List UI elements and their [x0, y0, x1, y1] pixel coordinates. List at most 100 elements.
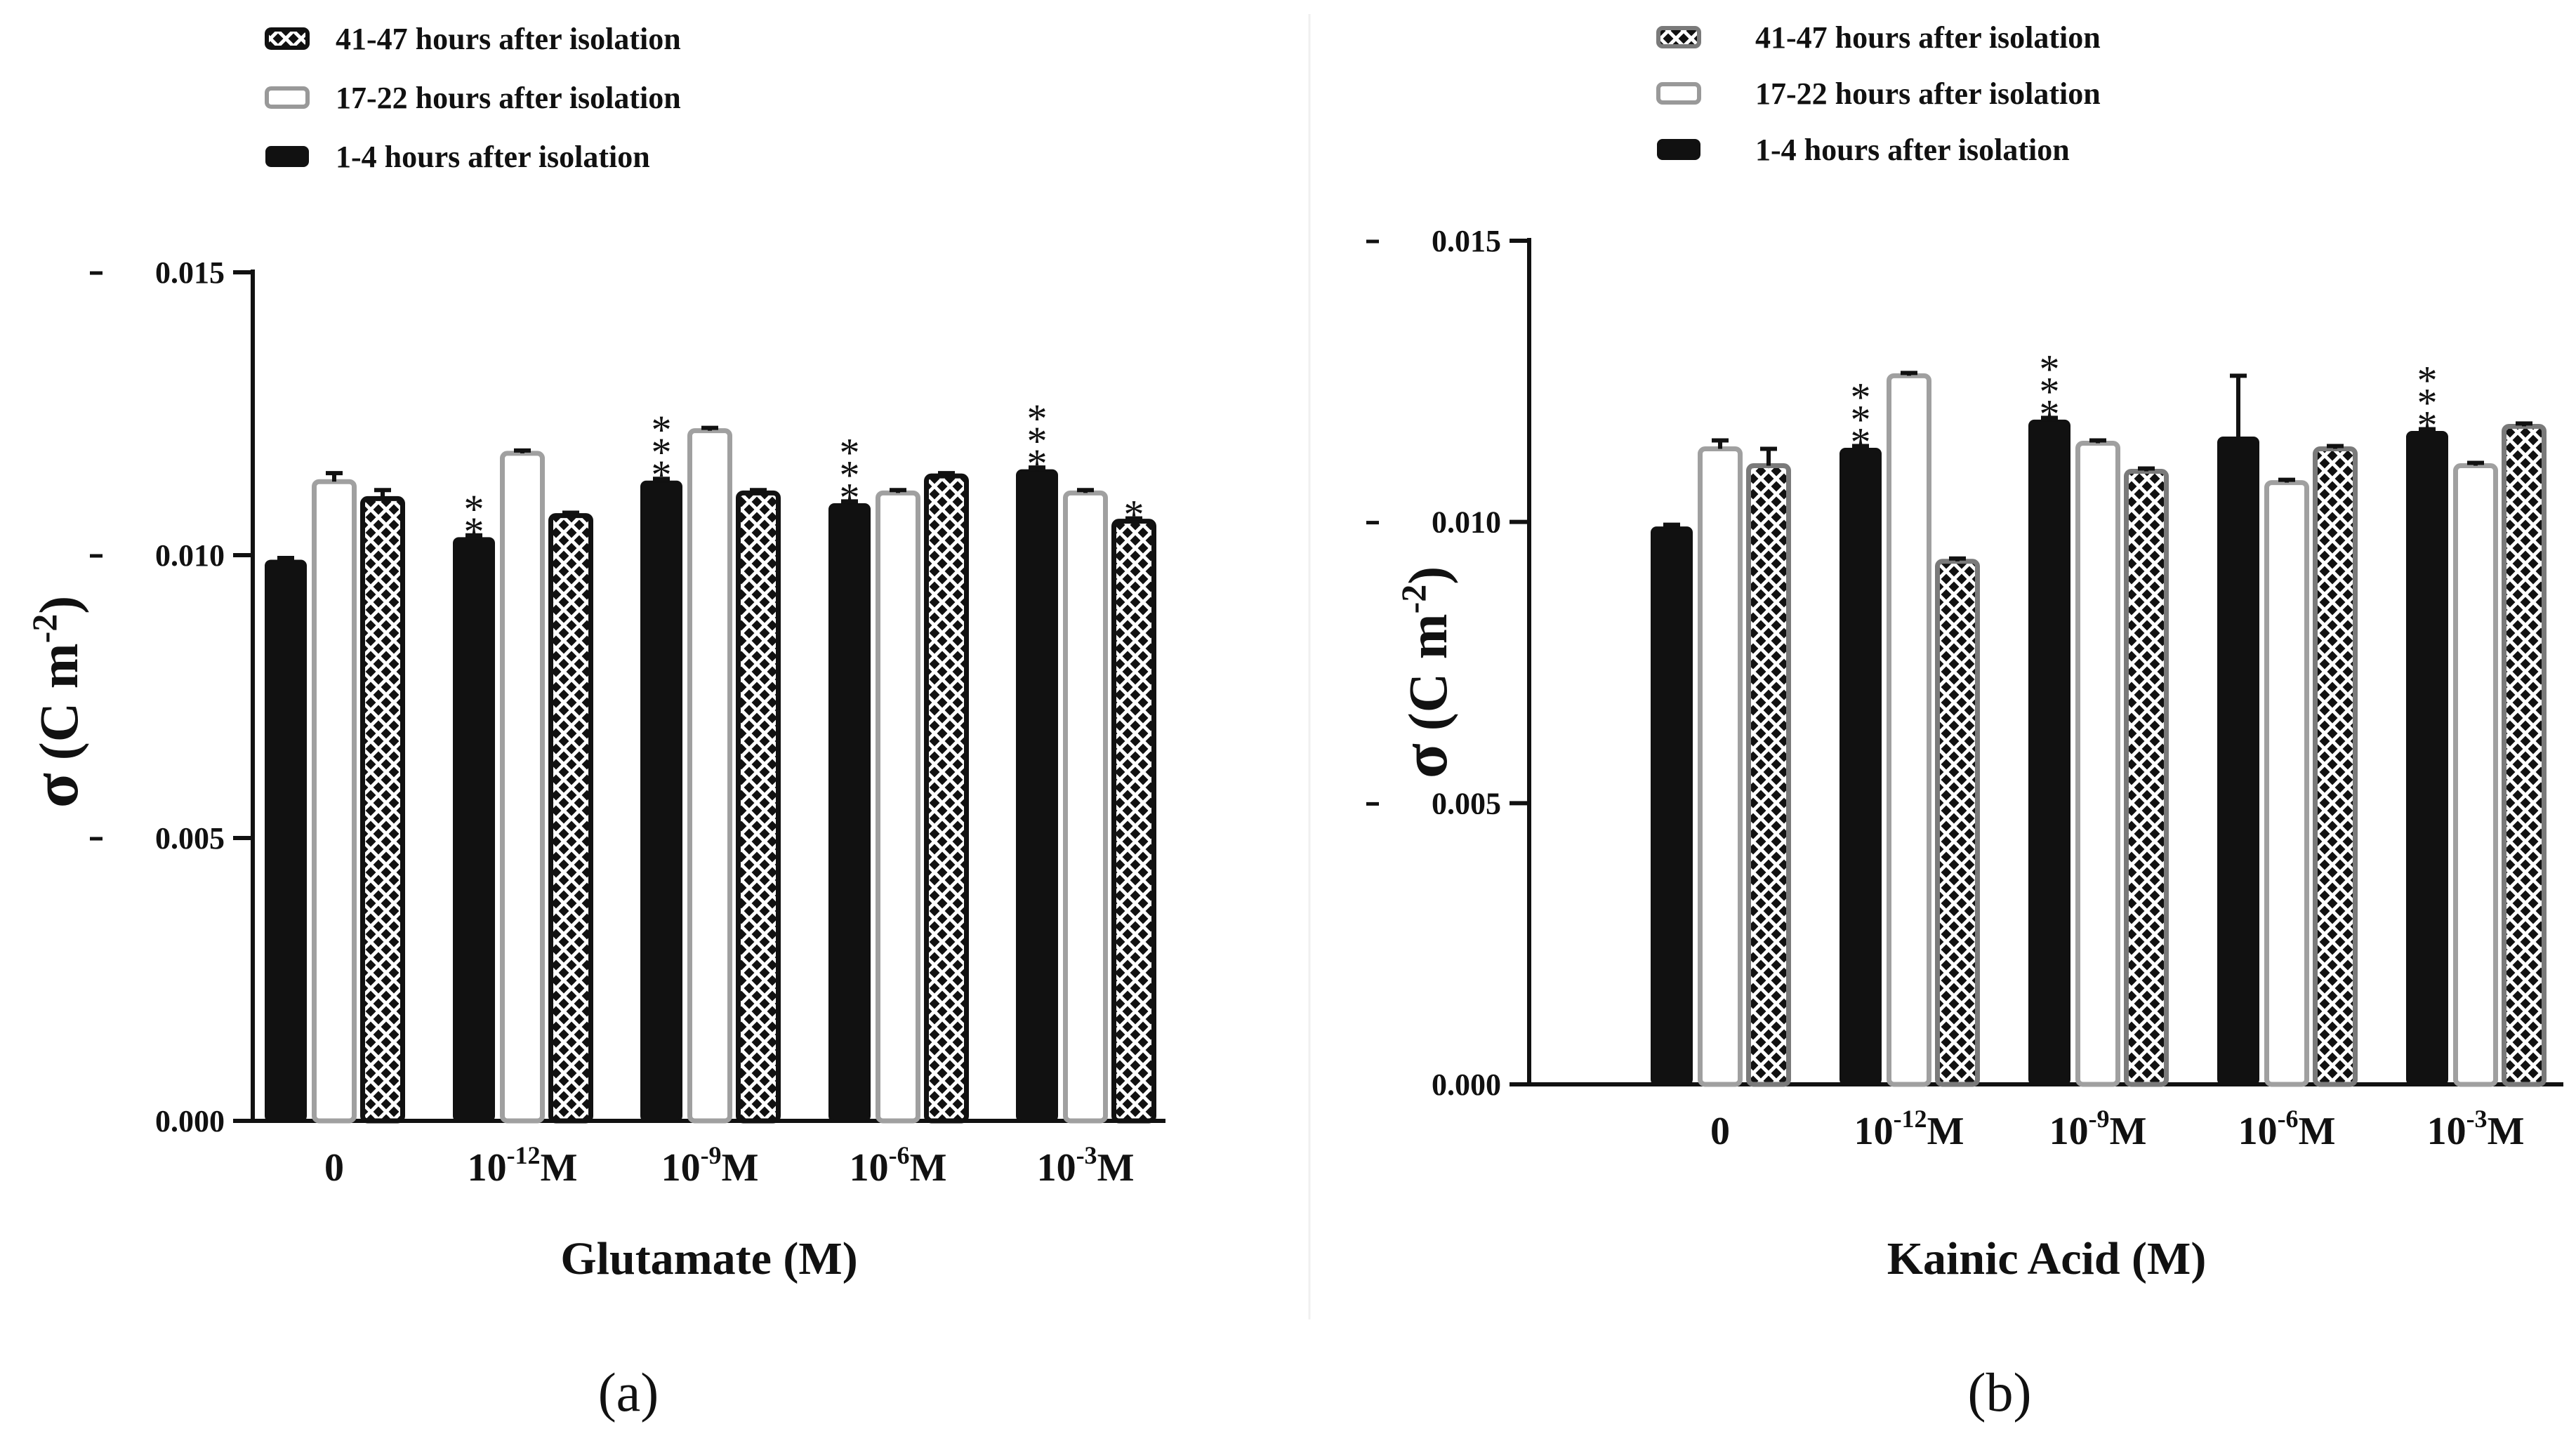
legend-swatch	[267, 88, 308, 107]
significance-marker: *	[1124, 492, 1144, 538]
x-tick-label: 10-3M	[2427, 1105, 2525, 1153]
significance-marker: ***	[652, 407, 672, 498]
legend-label: 41-47 hours after isolation	[1755, 20, 2101, 55]
bar	[2127, 472, 2167, 1084]
y-tick-label: 0.015	[155, 255, 225, 290]
legend-label: 1-4 hours after isolation	[1755, 133, 2070, 167]
legend-swatch	[1658, 28, 1699, 46]
bar	[830, 504, 870, 1121]
x-tick-label-base: 10	[2427, 1110, 2466, 1153]
x-tick-label-exponent: -12	[1894, 1105, 1927, 1133]
x-tick-label-unit: M	[722, 1146, 759, 1190]
legend-swatch	[267, 147, 308, 166]
significance-marker: ***	[2417, 357, 2438, 448]
significance-star: *	[1027, 441, 1048, 486]
legend-label: 17-22 hours after isolation	[1755, 77, 2101, 111]
legend-label: 41-47 hours after isolation	[336, 22, 681, 56]
significance-star: *	[1124, 492, 1144, 538]
y-tick-label: 0.010	[1432, 505, 1501, 540]
bar	[927, 476, 967, 1121]
x-tick-label-unit: M	[1927, 1110, 1964, 1153]
legend-label: 1-4 hours after isolation	[336, 140, 650, 174]
bar	[2504, 426, 2544, 1084]
bar	[266, 561, 306, 1121]
legend-swatch	[1658, 140, 1699, 159]
legend-swatch	[267, 29, 308, 48]
bar	[454, 538, 494, 1121]
bar	[878, 493, 918, 1121]
bar	[2316, 448, 2356, 1084]
x-tick-label-exponent: -12	[507, 1141, 541, 1169]
significance-marker: ***	[2040, 346, 2060, 437]
x-axis-title: Glutamate (M)	[560, 1233, 857, 1284]
y-axis-title-close: )	[28, 596, 89, 614]
y-axis-title: σ (C m-2)	[20, 596, 91, 808]
x-tick-label-exponent: -9	[2089, 1105, 2110, 1133]
significance-star: *	[464, 509, 484, 554]
x-tick-label-base: 10	[850, 1146, 889, 1190]
y-tick-label: 0.000	[1432, 1068, 1501, 1102]
bar	[503, 453, 543, 1121]
x-tick-label-exponent: -9	[701, 1141, 722, 1169]
x-tick-label-base: 0	[1710, 1110, 1730, 1153]
x-tick-label: 10-12M	[1854, 1105, 1964, 1153]
x-axis-title: Kainic Acid (M)	[1887, 1233, 2207, 1284]
bar	[2456, 466, 2496, 1084]
bar	[363, 498, 403, 1121]
significance-star: *	[1851, 419, 1871, 465]
y-axis-title-exponent: -2	[25, 614, 64, 644]
significance-marker: ***	[1851, 374, 1871, 465]
x-tick-label-unit: M	[541, 1146, 578, 1190]
y-axis-title-close: )	[1397, 566, 1458, 585]
x-tick-label-exponent: -6	[2278, 1105, 2299, 1133]
bar	[1938, 561, 1978, 1084]
bar	[2219, 437, 2259, 1084]
x-tick-label-exponent: -3	[1076, 1141, 1097, 1169]
significance-marker: ***	[1027, 396, 1048, 486]
x-tick-label: 0	[324, 1146, 344, 1190]
y-axis-title-symbol: σ	[20, 773, 91, 808]
bar	[690, 431, 730, 1121]
x-tick-label: 10-6M	[850, 1141, 947, 1190]
x-tick-label-base: 10	[1037, 1146, 1076, 1190]
bar	[1700, 448, 1741, 1084]
bar	[2030, 420, 2070, 1084]
panel-label: (b)	[1968, 1362, 2032, 1423]
bar	[1889, 375, 1929, 1084]
bar	[315, 481, 355, 1121]
x-tick-label-base: 0	[324, 1146, 344, 1190]
x-tick-label-unit: M	[2488, 1110, 2525, 1153]
y-tick-label: 0.010	[155, 538, 225, 573]
x-tick-label-base: 10	[661, 1146, 701, 1190]
y-tick-label: 0.005	[1432, 786, 1501, 820]
bar	[2267, 483, 2307, 1084]
bar	[2407, 432, 2448, 1084]
x-tick-label: 10-3M	[1037, 1141, 1135, 1190]
legend-swatch	[1658, 84, 1699, 102]
x-tick-label: 10-9M	[661, 1141, 759, 1190]
significance-star: *	[840, 474, 860, 520]
figure-canvas: 41-47 hours after isolation 17-22 hours a…	[0, 0, 2576, 1436]
x-tick-label: 10-9M	[2049, 1105, 2147, 1153]
y-tick-label: 0.005	[155, 821, 225, 856]
x-tick-label-unit: M	[910, 1146, 947, 1190]
bar	[1066, 493, 1106, 1121]
bar	[2078, 443, 2118, 1084]
significance-star: *	[2040, 391, 2060, 437]
bar	[739, 493, 779, 1121]
x-tick-label-unit: M	[2110, 1110, 2147, 1153]
x-tick-label-exponent: -6	[889, 1141, 910, 1169]
bar	[1841, 448, 1881, 1084]
y-axis-title-unit: (C m	[1397, 613, 1458, 731]
panel-a: 41-47 hours after isolation 17-22 hours a…	[20, 22, 1165, 1423]
x-tick-label-unit: M	[1097, 1146, 1135, 1190]
legend-label: 17-22 hours after isolation	[336, 81, 681, 115]
y-axis-title: σ (C m-2)	[1389, 566, 1460, 778]
bar	[1652, 528, 1692, 1084]
x-tick-label-base: 10	[2238, 1110, 2278, 1153]
significance-star: *	[652, 452, 672, 498]
bar	[1114, 521, 1154, 1121]
x-tick-label-base: 10	[468, 1146, 507, 1190]
significance-marker: **	[464, 486, 484, 554]
panel-label: (a)	[598, 1362, 659, 1423]
